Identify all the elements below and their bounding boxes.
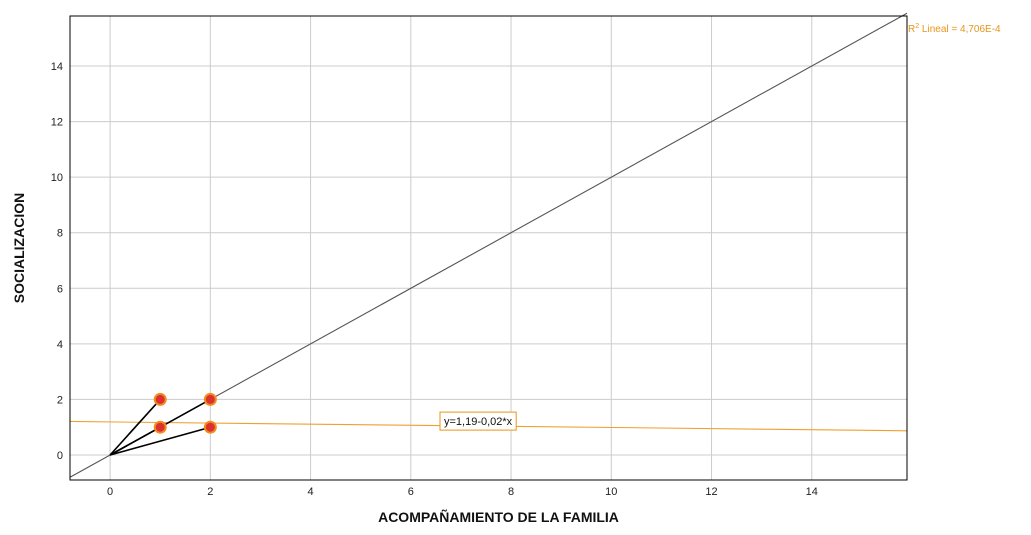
data-point [203,392,217,406]
y-tick-label: 8 [57,228,63,240]
point-spike [109,426,211,456]
r2-value: Lineal = 4,706E-4 [919,24,1001,35]
data-point [153,420,167,434]
y-tick-label: 6 [57,283,63,295]
fit-equation-label: y=1,19-0,02*x [444,416,513,428]
x-tick-label: 2 [207,486,213,498]
plot-frame [69,15,908,481]
lines [69,12,908,478]
y-tick-label: 12 [51,117,63,129]
r2-label: R2 Lineal = 4,706E-4 [908,23,1001,35]
point-spike [109,398,161,456]
tick-labels: 0 2 4 6 8 10 12 14 0 2 4 6 8 10 12 14 [51,61,818,498]
x-tick-label: 12 [705,486,717,498]
data-point [153,392,167,406]
x-axis-title: ACOMPAÑAMIENTO DE LA FAMILIA [378,508,619,525]
y-tick-label: 2 [57,394,63,406]
grid [70,16,907,480]
x-tick-label: 4 [308,486,314,498]
data-point [203,420,217,434]
points [153,392,217,434]
x-tick-label: 8 [508,486,514,498]
y-tick-label: 0 [57,450,63,462]
y-tick-label: 10 [51,172,63,184]
x-tick-label: 6 [408,486,414,498]
y-axis-title: SOCIALIZACION [11,193,27,303]
x-tick-label: 10 [605,486,617,498]
y-tick-label: 4 [57,339,63,351]
r2-prefix: R [908,24,915,35]
x-tick-label: 14 [806,486,818,498]
fit-equation-box [439,411,517,431]
x-tick-label: 0 [107,486,113,498]
r2-superscript: 2 [915,23,919,30]
y-tick-label: 14 [51,61,63,73]
